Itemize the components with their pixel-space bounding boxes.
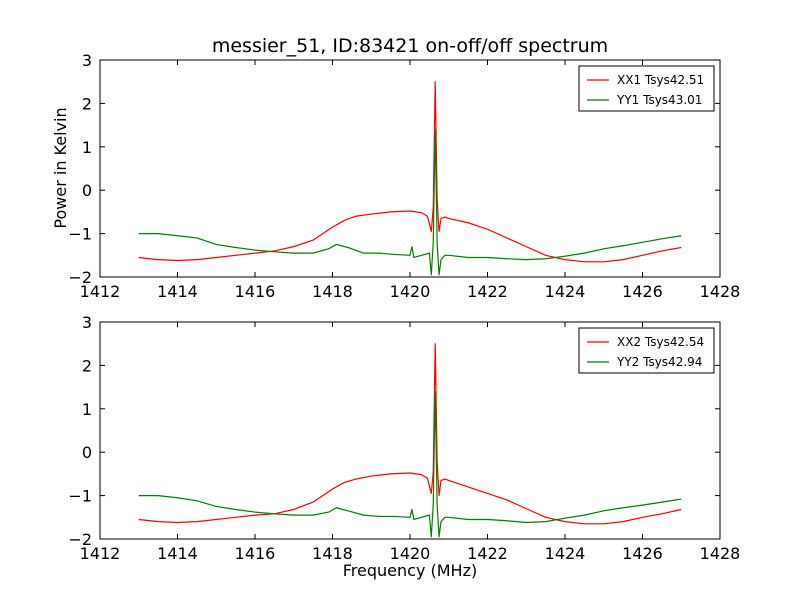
- y-tick-label: −2: [68, 268, 92, 287]
- y-tick-label: 0: [82, 443, 92, 462]
- y-axis-label: Power in Kelvin: [51, 107, 70, 228]
- y-tick-label: −2: [68, 530, 92, 549]
- y-tick-label: 2: [82, 94, 92, 113]
- x-tick-label: 1422: [467, 282, 508, 301]
- x-tick-label: 1414: [157, 544, 198, 563]
- y-tick-label: −1: [68, 487, 92, 506]
- x-tick-label: 1420: [390, 544, 431, 563]
- y-tick-label: 3: [82, 51, 92, 70]
- series-line-1-1: [138, 81, 682, 263]
- x-tick-label: 1428: [700, 282, 741, 301]
- legend-label: XX2 Tsys42.54: [617, 335, 704, 349]
- x-tick-label: 1426: [622, 282, 663, 301]
- x-tick-label: 1412: [80, 282, 121, 301]
- y-tick-label: 1: [82, 138, 92, 157]
- y-tick-label: 2: [82, 356, 92, 375]
- x-tick-label: 1422: [467, 544, 508, 563]
- x-axis-label: Frequency (MHz): [343, 561, 477, 580]
- x-tick-label: 1426: [622, 544, 663, 563]
- series-line-2-2: [138, 390, 682, 538]
- legend-box: [578, 327, 715, 374]
- plot-panel-1: 1412 1414 1416 1418 1420 1422 1424 1426 1428 −2 −1…: [68, 51, 740, 301]
- plot-panel-2: 1412 1414 1416 1418 1420 1422 1424 1426 1428 −2 −1…: [68, 313, 740, 563]
- series-line-1-2: [138, 128, 682, 276]
- x-tick-label: 1416: [235, 544, 276, 563]
- legend-box: [578, 65, 715, 112]
- x-tick-label: 1412: [80, 544, 121, 563]
- x-tick-label: 1428: [700, 544, 741, 563]
- y-tick-label: 1: [82, 400, 92, 419]
- x-tick-label: 1424: [545, 544, 586, 563]
- legend-2: XX2 Tsys42.54 YY2 Tsys42.94: [578, 327, 715, 374]
- legend-label: YY2 Tsys42.94: [616, 355, 702, 369]
- y-tick-label: 3: [82, 313, 92, 332]
- x-tick-label: 1420: [390, 282, 431, 301]
- legend-label: YY1 Tsys43.01: [616, 93, 702, 107]
- y-tick-label: 0: [82, 181, 92, 200]
- x-tick-label: 1416: [235, 282, 276, 301]
- legend-label: XX1 Tsys42.51: [617, 73, 704, 87]
- x-tick-label: 1418: [312, 544, 353, 563]
- chart-title: messier_51, ID:83421 on-off/off spectrum: [212, 35, 608, 57]
- x-tick-label: 1414: [157, 282, 198, 301]
- x-tick-label: 1424: [545, 282, 586, 301]
- legend-1: XX1 Tsys42.51 YY1 Tsys43.01: [578, 65, 715, 112]
- series-line-2-1: [138, 343, 682, 525]
- x-tick-label: 1418: [312, 282, 353, 301]
- y-tick-label: −1: [68, 225, 92, 244]
